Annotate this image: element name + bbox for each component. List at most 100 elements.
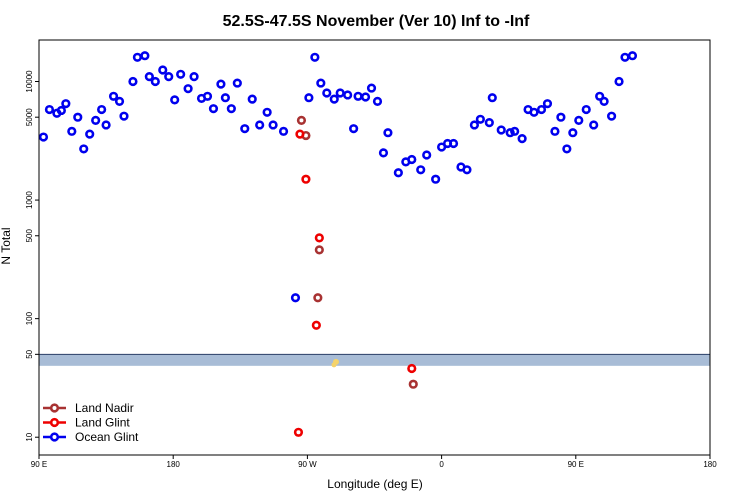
data-point-ocean-glint — [505, 128, 515, 138]
data-point-ocean-glint — [240, 124, 250, 134]
data-point-ocean-glint — [448, 138, 459, 149]
data-point-ocean-glint — [56, 105, 66, 116]
data-point-land-glint — [314, 233, 324, 243]
data-point-ocean-glint — [475, 114, 485, 124]
data-point-ocean-glint — [262, 107, 272, 117]
data-point-ocean-glint — [416, 165, 426, 175]
threshold-band — [39, 354, 710, 366]
legend-label-ocean-glint: Ocean Glint — [75, 430, 139, 444]
data-point-ocean-glint — [268, 120, 278, 130]
data-point-ocean-glint — [176, 69, 186, 79]
data-point-ocean-glint — [73, 112, 83, 122]
data-point-ocean-glint — [574, 115, 584, 125]
data-point-ocean-glint — [383, 128, 393, 138]
data-point-ocean-glint — [343, 90, 353, 100]
chart-title: 52.5S-47.5S November (Ver 10) Inf to -In… — [223, 13, 530, 30]
x-axis-title: Longitude (deg E) — [327, 477, 422, 491]
data-point-ocean-glint — [67, 126, 77, 136]
data-point-ocean-glint — [360, 92, 371, 102]
data-point-ocean-glint — [550, 126, 560, 136]
data-point-ocean-glint — [484, 118, 494, 128]
data-point-ocean-glint — [589, 120, 599, 130]
data-point-ocean-glint — [304, 93, 314, 103]
data-point-ocean-glint — [164, 71, 174, 82]
data-point-ocean-glint — [469, 120, 480, 130]
data-point-ocean-glint — [487, 93, 497, 103]
legend-label-land-glint: Land Glint — [75, 416, 130, 430]
data-point-ocean-glint — [462, 165, 472, 175]
data-point-ocean-glint — [393, 168, 403, 178]
data-point-land-glint — [407, 363, 417, 374]
data-point-land-glint — [311, 320, 321, 330]
data-point-ocean-glint — [599, 96, 609, 106]
data-point-ocean-glint — [329, 94, 339, 104]
data-point-ocean-glint — [232, 78, 242, 88]
data-point-ocean-glint — [422, 150, 432, 160]
data-point-land-nadir — [314, 245, 324, 255]
data-point-ocean-glint — [101, 120, 111, 130]
data-point-ocean-glint — [349, 124, 359, 134]
data-point-land-nadir — [296, 115, 307, 125]
data-point-ocean-glint — [144, 71, 154, 82]
data-point-ocean-glint — [108, 91, 119, 101]
data-point-ocean-glint — [189, 71, 199, 82]
y-axis-title: N Total — [0, 227, 13, 264]
x-tick-label: 180 — [167, 460, 181, 469]
data-point-ocean-glint — [150, 76, 160, 87]
data-point-ocean-glint — [595, 91, 605, 101]
data-point-ocean-glint — [91, 115, 101, 125]
data-point-ocean-glint — [119, 111, 129, 121]
y-tick-label: 10 — [25, 432, 34, 441]
data-point-ocean-glint — [114, 96, 125, 106]
highlight-mark — [331, 362, 337, 368]
data-point-ocean-glint — [278, 126, 289, 136]
data-point-ocean-glint — [226, 104, 236, 114]
data-point-ocean-glint — [366, 83, 377, 93]
data-point-ocean-glint — [247, 94, 257, 104]
data-point-ocean-glint — [255, 120, 265, 130]
data-point-ocean-glint — [85, 129, 95, 139]
data-point-ocean-glint — [627, 51, 638, 61]
threshold-band-layer — [39, 353, 710, 368]
x-tick-label: 90 E — [31, 460, 47, 469]
data-point-ocean-glint — [606, 111, 617, 121]
data-point-land-glint — [293, 427, 304, 437]
legend-marker-land-nadir — [49, 403, 60, 413]
data-point-ocean-glint — [44, 104, 55, 115]
y-axis: 10 50 100 500 1000 5000 10000 — [25, 70, 39, 442]
x-tick-label: 90 E — [568, 460, 584, 469]
legend-label-land-nadir: Land Nadir — [75, 401, 134, 415]
y-tick-label: 1000 — [25, 191, 34, 209]
data-point-ocean-glint — [562, 144, 572, 154]
data-point-ocean-glint — [158, 65, 168, 75]
data-point-ocean-glint — [335, 88, 345, 98]
data-point-ocean-glint — [216, 79, 226, 89]
data-point-ocean-glint — [581, 104, 591, 115]
data-point-ocean-glint — [372, 96, 383, 106]
data-points-layer — [38, 51, 638, 437]
data-point-ocean-glint — [407, 154, 417, 165]
data-point-land-glint — [301, 174, 311, 184]
data-point-ocean-glint — [310, 52, 320, 62]
data-point-ocean-glint — [322, 88, 332, 98]
y-tick-label: 5000 — [25, 108, 34, 126]
legend-marker-land-glint — [49, 417, 60, 428]
x-tick-label: 0 — [439, 460, 444, 469]
data-point-ocean-glint — [208, 104, 219, 114]
data-point-ocean-glint — [529, 107, 539, 117]
data-point-ocean-glint — [614, 76, 624, 87]
x-tick-label: 90 W — [298, 460, 317, 469]
data-point-ocean-glint — [220, 93, 230, 103]
data-point-land-nadir — [408, 379, 418, 389]
data-point-land-nadir — [313, 293, 323, 303]
data-point-ocean-glint — [202, 91, 213, 101]
data-point-ocean-glint — [170, 95, 180, 105]
y-tick-label: 50 — [25, 349, 34, 358]
x-tick-label: 180 — [703, 460, 717, 469]
data-point-ocean-glint — [316, 78, 326, 88]
y-tick-label: 100 — [25, 311, 34, 325]
y-tick-label: 500 — [25, 229, 34, 243]
